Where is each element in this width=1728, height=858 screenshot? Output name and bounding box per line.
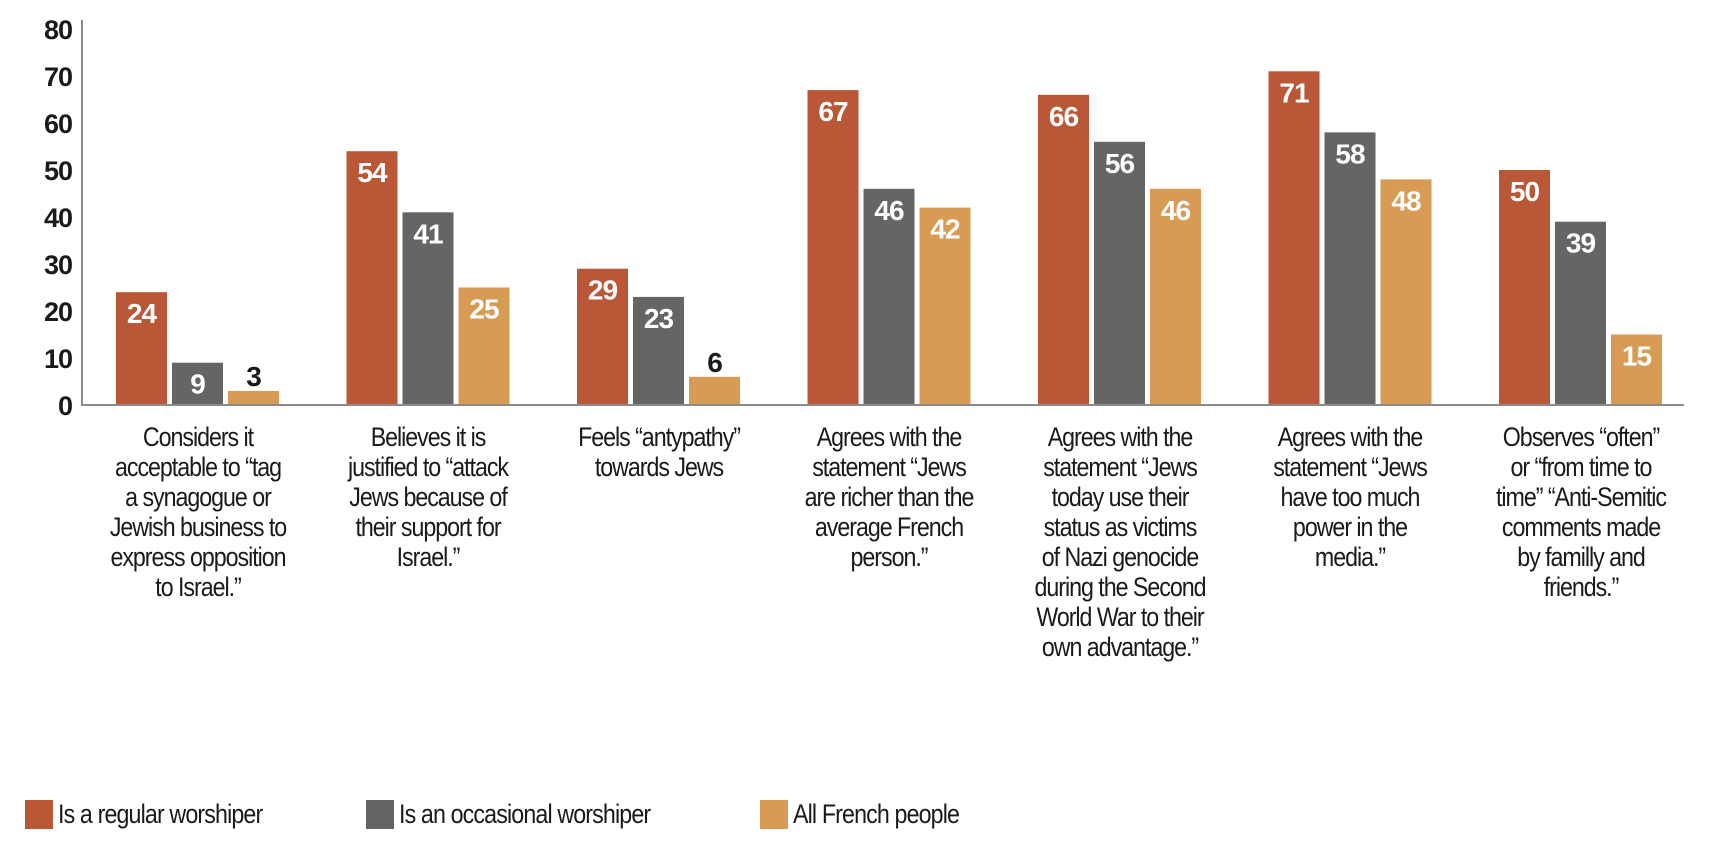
x-category-label: Agrees with the statement “Jews are richer… <box>804 422 975 572</box>
legend-swatch-occasional <box>366 799 394 829</box>
bar-all-french <box>1150 188 1201 405</box>
bar-value-label: 41 <box>413 218 443 249</box>
bar-value-label: 24 <box>127 298 158 329</box>
bar-value-label: 56 <box>1105 148 1135 179</box>
bar-value-label: 46 <box>1161 195 1191 226</box>
bar-regular <box>1499 170 1550 405</box>
legend-item-occasional: Is an occasional worshiper <box>366 798 691 830</box>
bar-occasional <box>633 296 684 405</box>
bar-all-french <box>689 376 740 405</box>
bar-value-label: 67 <box>818 96 848 127</box>
bar-all-french <box>228 390 279 405</box>
bar-occasional <box>1094 141 1145 406</box>
bar-value-label: 15 <box>1622 341 1652 372</box>
y-tick-label: 80 <box>44 15 72 45</box>
bar-regular <box>577 268 628 405</box>
y-tick-label: 70 <box>44 62 72 92</box>
bar-group: 71 58 48 <box>1268 71 1432 406</box>
x-category-label: Feels “antypathy” towards Jews <box>577 422 741 482</box>
y-axis-ticks: 0 10 20 30 40 50 60 70 80 <box>44 15 73 420</box>
legend-label-regular: Is a regular worshiper <box>58 798 263 829</box>
bar-regular <box>807 90 859 405</box>
legend-swatch-all-french <box>760 799 788 829</box>
bar-value-label: 25 <box>469 294 499 325</box>
bar-value-label: 46 <box>874 195 904 226</box>
bar-group: 50 39 15 <box>1499 170 1662 405</box>
bar-occasional <box>1555 221 1606 405</box>
bar-value-label: 6 <box>707 347 722 378</box>
bars: 24 9 3 54 41 25 29 23 6 67 46 42 66 56 46 71 58 48 50 39 15 <box>116 71 1662 406</box>
y-tick-label: 10 <box>44 344 72 374</box>
bar-regular <box>346 151 398 405</box>
bar-group: 66 56 46 <box>1038 94 1201 406</box>
y-tick-label: 0 <box>58 391 72 420</box>
legend-item-regular: Is a regular worshiper <box>25 798 296 830</box>
y-tick-label: 20 <box>44 297 72 327</box>
bar-value-label: 58 <box>1335 138 1365 169</box>
bar-value-label: 54 <box>357 157 388 188</box>
bar-all-french <box>1611 334 1662 405</box>
legend-label-occasional: Is an occasional worshiper <box>399 798 651 829</box>
x-category-label: Believes it is justified to “attack Jews b… <box>347 422 509 572</box>
legend-swatch-regular <box>25 799 53 829</box>
bar-group: 24 9 3 <box>116 292 279 405</box>
bar-group: 54 41 25 <box>346 151 510 405</box>
bar-occasional <box>402 212 454 405</box>
x-category-label: Agrees with the statement “Jews have too m… <box>1273 422 1428 572</box>
bar-group: 29 23 6 <box>577 268 740 405</box>
y-tick-label: 40 <box>44 203 72 233</box>
legend-label-all-french: All French people <box>793 798 960 829</box>
x-category-label: Observes “often” or “from time to time” “A… <box>1495 422 1666 602</box>
bar-all-french <box>458 287 510 405</box>
bar-value-label: 66 <box>1049 101 1079 132</box>
legend-item-all-french: All French people <box>760 798 986 830</box>
y-tick-label: 30 <box>44 250 72 280</box>
bar-occasional <box>863 188 915 405</box>
bar-value-label: 23 <box>644 303 674 334</box>
bar-value-label: 3 <box>246 361 261 392</box>
bar-regular <box>1268 71 1320 406</box>
bar-all-french <box>919 207 971 405</box>
bar-regular <box>116 292 167 405</box>
bar-group: 67 46 42 <box>807 90 971 405</box>
bar-value-label: 50 <box>1510 176 1540 207</box>
bar-value-label: 71 <box>1279 77 1309 108</box>
bar-value-label: 29 <box>588 275 618 306</box>
bar-value-label: 42 <box>930 214 960 245</box>
bar-occasional <box>1324 132 1376 405</box>
bar-value-label: 9 <box>190 369 205 400</box>
x-category-label: Agrees with the statement “Jews today use … <box>1034 422 1206 662</box>
y-tick-label: 50 <box>44 156 72 186</box>
bar-regular <box>1038 94 1089 406</box>
bar-value-label: 39 <box>1566 228 1596 259</box>
bar-value-label: 48 <box>1391 185 1421 216</box>
bar-occasional <box>172 362 223 405</box>
x-category-label: Considers it acceptable to “tag a synagogu… <box>109 422 286 602</box>
bar-all-french <box>1380 179 1432 405</box>
y-tick-label: 60 <box>44 109 72 139</box>
